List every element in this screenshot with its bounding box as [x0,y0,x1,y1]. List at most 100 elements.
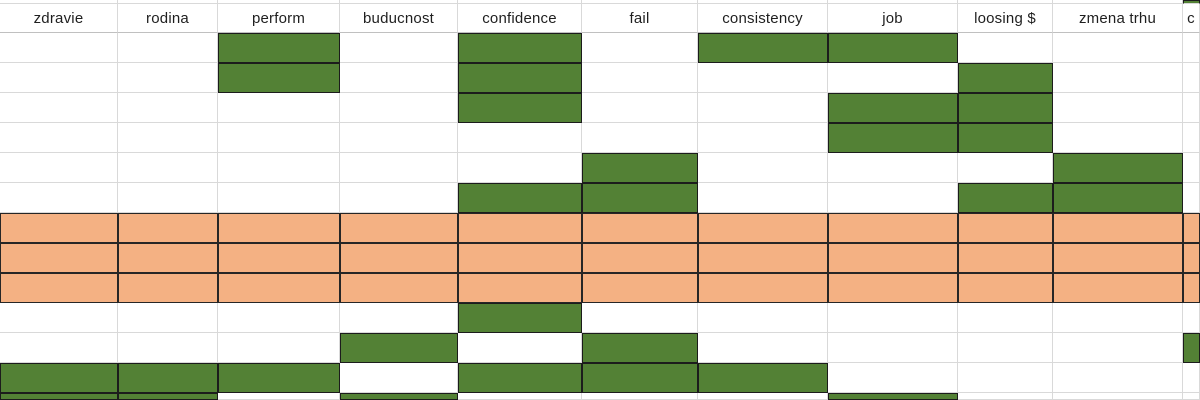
grid-cell-r3-zmena-trhu[interactable] [1053,93,1183,123]
grid-cell-r8-c[interactable] [1183,243,1200,273]
column-header-job[interactable]: job [828,4,958,33]
grid-cell-r1-zmena-trhu[interactable] [1053,33,1183,63]
grid-cell-r11-buducnost[interactable] [340,333,458,363]
grid-cell-r1-job[interactable] [828,33,958,63]
grid-cell-r1-c[interactable] [1183,33,1200,63]
column-header-zmena-trhu[interactable]: zmena trhu [1053,4,1183,33]
grid-cell-r2-zdravie[interactable] [0,63,118,93]
grid-cell-r2-confidence[interactable] [458,63,582,93]
grid-cell-r1-buducnost[interactable] [340,33,458,63]
grid-cell-r1-perform[interactable] [218,33,340,63]
grid-cell-r2-rodina[interactable] [118,63,218,93]
grid-cell-r7-buducnost[interactable] [340,213,458,243]
grid-cell-r11-zdravie[interactable] [0,333,118,363]
grid-cell-r6-rodina[interactable] [118,183,218,213]
grid-cell-r12-zdravie[interactable] [0,363,118,393]
grid-cell-r9-confidence[interactable] [458,273,582,303]
grid-cell-r8-zdravie[interactable] [0,243,118,273]
grid-cell-r8-buducnost[interactable] [340,243,458,273]
column-header-zdravie[interactable]: zdravie [0,4,118,33]
grid-cell-r1-fail[interactable] [582,33,698,63]
grid-cell-r4-buducnost[interactable] [340,123,458,153]
grid-cell-r13-rodina[interactable] [118,393,218,400]
grid-cell-r12-confidence[interactable] [458,363,582,393]
grid-cell-r8-zmena-trhu[interactable] [1053,243,1183,273]
grid-cell-r10-buducnost[interactable] [340,303,458,333]
grid-cell-r13-c[interactable] [1183,393,1200,400]
grid-cell-r2-loosing-[interactable] [958,63,1053,93]
grid-cell-r3-loosing-[interactable] [958,93,1053,123]
grid-cell-r11-c[interactable] [1183,333,1200,363]
grid-cell-r1-confidence[interactable] [458,33,582,63]
grid-cell-r10-loosing-[interactable] [958,303,1053,333]
grid-cell-r7-zmena-trhu[interactable] [1053,213,1183,243]
grid-cell-r12-rodina[interactable] [118,363,218,393]
grid-cell-r3-c[interactable] [1183,93,1200,123]
grid-cell-r13-job[interactable] [828,393,958,400]
grid-cell-r13-loosing-[interactable] [958,393,1053,400]
grid-cell-r3-confidence[interactable] [458,93,582,123]
grid-cell-r4-confidence[interactable] [458,123,582,153]
grid-cell-r5-job[interactable] [828,153,958,183]
grid-cell-r3-fail[interactable] [582,93,698,123]
grid-cell-r7-c[interactable] [1183,213,1200,243]
grid-cell-r12-c[interactable] [1183,363,1200,393]
grid-cell-r9-rodina[interactable] [118,273,218,303]
column-header-rodina[interactable]: rodina [118,4,218,33]
grid-cell-r8-rodina[interactable] [118,243,218,273]
grid-cell-r10-consistency[interactable] [698,303,828,333]
grid-cell-r3-rodina[interactable] [118,93,218,123]
grid-cell-r9-job[interactable] [828,273,958,303]
grid-cell-r11-fail[interactable] [582,333,698,363]
grid-cell-r1-zdravie[interactable] [0,33,118,63]
grid-cell-r4-loosing-[interactable] [958,123,1053,153]
grid-cell-r6-job[interactable] [828,183,958,213]
grid-cell-r12-loosing-[interactable] [958,363,1053,393]
column-header-loosing-[interactable]: loosing $ [958,4,1053,33]
grid-cell-r13-fail[interactable] [582,393,698,400]
grid-cell-r6-fail[interactable] [582,183,698,213]
grid-cell-r5-rodina[interactable] [118,153,218,183]
grid-cell-r3-perform[interactable] [218,93,340,123]
grid-cell-r4-c[interactable] [1183,123,1200,153]
grid-cell-r1-consistency[interactable] [698,33,828,63]
grid-cell-r3-buducnost[interactable] [340,93,458,123]
grid-cell-r13-zmena-trhu[interactable] [1053,393,1183,400]
grid-cell-r8-confidence[interactable] [458,243,582,273]
grid-cell-r5-zmena-trhu[interactable] [1053,153,1183,183]
grid-cell-r1-rodina[interactable] [118,33,218,63]
grid-cell-r13-consistency[interactable] [698,393,828,400]
grid-cell-r9-loosing-[interactable] [958,273,1053,303]
grid-cell-r11-job[interactable] [828,333,958,363]
grid-cell-r1-loosing-[interactable] [958,33,1053,63]
grid-cell-r7-fail[interactable] [582,213,698,243]
grid-cell-r5-perform[interactable] [218,153,340,183]
grid-cell-r4-fail[interactable] [582,123,698,153]
grid-cell-r7-confidence[interactable] [458,213,582,243]
grid-cell-r8-job[interactable] [828,243,958,273]
grid-cell-r10-c[interactable] [1183,303,1200,333]
grid-cell-r3-consistency[interactable] [698,93,828,123]
grid-cell-r10-perform[interactable] [218,303,340,333]
column-header-fail[interactable]: fail [582,4,698,33]
grid-cell-r8-fail[interactable] [582,243,698,273]
grid-cell-r12-perform[interactable] [218,363,340,393]
column-header-confidence[interactable]: confidence [458,4,582,33]
grid-cell-r8-perform[interactable] [218,243,340,273]
grid-cell-r9-zdravie[interactable] [0,273,118,303]
grid-cell-r10-job[interactable] [828,303,958,333]
grid-cell-r4-perform[interactable] [218,123,340,153]
grid-cell-r6-zdravie[interactable] [0,183,118,213]
grid-cell-r2-perform[interactable] [218,63,340,93]
grid-cell-r6-c[interactable] [1183,183,1200,213]
grid-cell-r8-loosing-[interactable] [958,243,1053,273]
grid-cell-r2-c[interactable] [1183,63,1200,93]
grid-cell-r5-zdravie[interactable] [0,153,118,183]
grid-cell-r2-fail[interactable] [582,63,698,93]
grid-cell-r2-consistency[interactable] [698,63,828,93]
grid-cell-r10-zdravie[interactable] [0,303,118,333]
grid-cell-r10-zmena-trhu[interactable] [1053,303,1183,333]
grid-cell-r12-buducnost[interactable] [340,363,458,393]
grid-cell-r6-zmena-trhu[interactable] [1053,183,1183,213]
grid-cell-r11-perform[interactable] [218,333,340,363]
